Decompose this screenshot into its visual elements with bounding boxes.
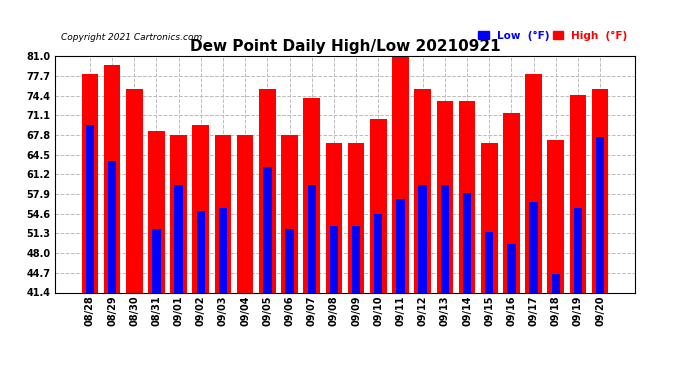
Bar — [81, 74, 98, 292]
Bar — [304, 98, 320, 292]
Bar — [237, 135, 253, 292]
Bar — [437, 101, 453, 292]
Bar — [463, 194, 471, 292]
Bar — [481, 143, 497, 292]
Bar — [259, 89, 276, 292]
Bar — [370, 119, 386, 292]
Bar — [414, 89, 431, 292]
Bar — [286, 229, 294, 292]
Bar — [152, 229, 161, 292]
Bar — [441, 184, 449, 292]
Bar — [374, 214, 382, 292]
Bar — [263, 166, 272, 292]
Bar — [503, 113, 520, 292]
Bar — [86, 125, 94, 292]
Bar — [330, 226, 338, 292]
Bar — [570, 95, 586, 292]
Bar — [573, 209, 582, 292]
Bar — [219, 209, 227, 292]
Bar — [108, 160, 117, 292]
Bar — [551, 274, 560, 292]
Title: Dew Point Daily High/Low 20210921: Dew Point Daily High/Low 20210921 — [190, 39, 500, 54]
Bar — [529, 202, 538, 292]
Bar — [126, 89, 143, 292]
Bar — [525, 74, 542, 292]
Bar — [104, 65, 120, 292]
Legend: Low  (°F), High  (°F): Low (°F), High (°F) — [476, 28, 629, 43]
Bar — [308, 184, 316, 292]
Bar — [392, 53, 408, 292]
Bar — [596, 137, 604, 292]
Bar — [193, 125, 209, 292]
Bar — [170, 135, 187, 292]
Bar — [547, 140, 564, 292]
Bar — [396, 200, 404, 292]
Bar — [348, 143, 364, 292]
Bar — [485, 232, 493, 292]
Bar — [197, 211, 205, 292]
Bar — [215, 135, 231, 292]
Text: Copyright 2021 Cartronics.com: Copyright 2021 Cartronics.com — [61, 33, 202, 42]
Bar — [418, 184, 427, 292]
Bar — [175, 184, 183, 292]
Bar — [592, 89, 609, 292]
Bar — [352, 226, 360, 292]
Bar — [507, 244, 515, 292]
Bar — [326, 143, 342, 292]
Bar — [282, 135, 298, 292]
Bar — [148, 131, 165, 292]
Bar — [459, 101, 475, 292]
